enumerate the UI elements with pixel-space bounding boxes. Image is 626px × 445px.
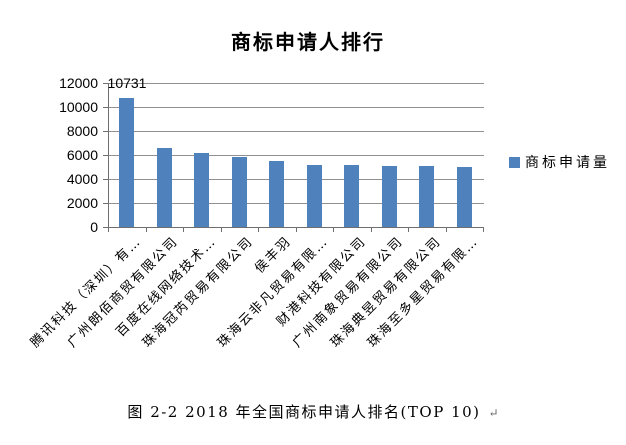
bar-5 xyxy=(269,161,285,227)
x-axis-tick-mark xyxy=(370,227,372,232)
x-axis-tick-mark xyxy=(445,227,447,232)
figure-caption: 图 2-2 2018 年全国商标申请人排名(TOP 10) ↵ xyxy=(0,401,626,422)
legend-swatch-icon xyxy=(509,156,520,168)
x-axis-tick-mark xyxy=(333,227,334,232)
gridline xyxy=(108,203,484,204)
y-axis-tick-label: 12000 xyxy=(59,75,98,91)
gridline xyxy=(108,83,484,84)
y-axis-tick-label: 8000 xyxy=(66,123,98,139)
x-axis-tick-mark xyxy=(220,227,222,232)
paragraph-return-mark: ↵ xyxy=(488,406,499,420)
figure-caption-text: 图 2-2 2018 年全国商标申请人排名(TOP 10) xyxy=(127,403,481,421)
bar-1 xyxy=(119,98,135,227)
gridline xyxy=(108,179,484,180)
y-axis-tick-mark xyxy=(103,83,108,84)
y-axis-tick-label: 6000 xyxy=(66,147,98,163)
y-axis-tick-mark xyxy=(103,155,108,156)
bar-9 xyxy=(419,166,435,227)
y-axis-tick-label: 10000 xyxy=(59,99,98,115)
y-axis-tick-mark xyxy=(103,203,108,204)
bar-2 xyxy=(156,147,172,227)
x-axis-tick-mark xyxy=(145,227,147,232)
gridline xyxy=(108,131,484,132)
gridline xyxy=(108,107,484,108)
gridline xyxy=(108,155,484,156)
bar-6 xyxy=(306,165,322,227)
y-axis-tick-label: 0 xyxy=(90,219,98,235)
y-axis-line xyxy=(108,83,109,232)
bar-8 xyxy=(381,166,397,227)
x-axis-tick-mark xyxy=(258,227,259,232)
x-axis-tick-mark xyxy=(408,227,409,232)
x-axis-line xyxy=(108,227,484,228)
y-axis-tick-mark xyxy=(103,107,108,108)
bar-7 xyxy=(344,165,360,227)
x-axis-tick-mark xyxy=(183,227,184,232)
bar-3 xyxy=(194,152,210,227)
x-axis-tick-mark xyxy=(295,227,297,232)
bar-4 xyxy=(231,157,247,227)
bar-10 xyxy=(456,167,472,227)
y-axis-tick-label: 2000 xyxy=(66,195,98,211)
y-axis-tick-label: 4000 xyxy=(66,171,98,187)
legend: 商标申请量 xyxy=(509,152,610,172)
y-axis-tick-mark xyxy=(103,227,108,228)
chart-title: 商标申请人排行 xyxy=(231,30,385,54)
bar-value-label: 10731 xyxy=(107,75,147,91)
y-axis-tick-mark xyxy=(103,131,108,132)
y-axis-tick-mark xyxy=(103,179,108,180)
legend-series-label: 商标申请量 xyxy=(525,155,610,171)
x-axis-tick-mark xyxy=(483,227,484,232)
